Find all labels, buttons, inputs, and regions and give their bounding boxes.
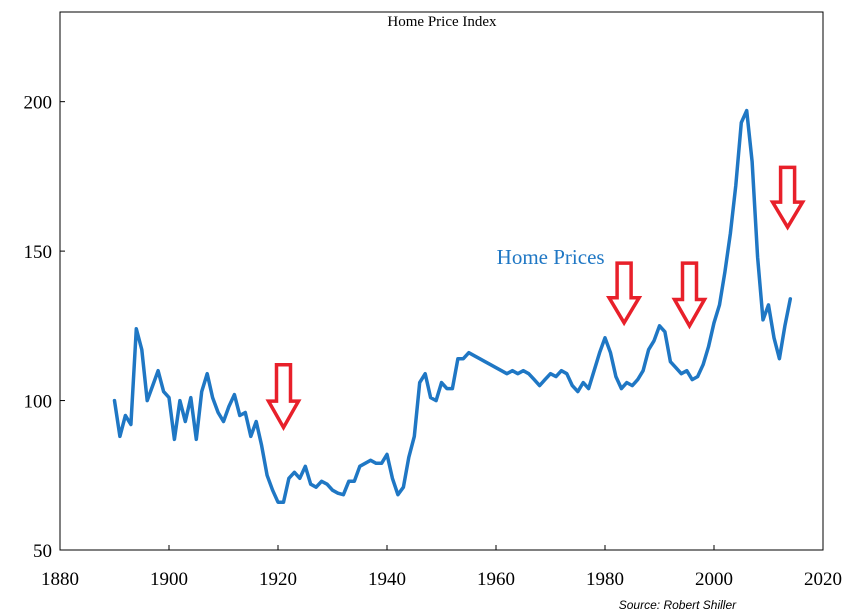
series-label-home-prices: Home Prices: [497, 245, 605, 269]
x-tick-label: 1980: [586, 569, 624, 590]
down-arrows: [265, 165, 806, 432]
x-tick-label: 1900: [150, 569, 188, 590]
down-arrow-icon: [265, 362, 302, 432]
x-tick-label: 1960: [477, 569, 515, 590]
source-label: Source: Robert Shiller: [619, 598, 737, 612]
x-tick-label: 1940: [368, 569, 406, 590]
y-tick-label: 100: [24, 392, 53, 413]
down-arrow-icon: [606, 261, 643, 327]
x-tick-label: 2020: [804, 569, 842, 590]
y-tick-label: 50: [33, 541, 52, 562]
y-tick-label: 200: [24, 93, 53, 114]
x-tick-label: 2000: [695, 569, 733, 590]
x-tick-label: 1920: [259, 569, 297, 590]
x-axis: 1880 1900 1920 1940 1960 1980 2000 2020: [41, 545, 842, 590]
plot-area-frame: [59, 11, 824, 551]
home-prices-line: [112, 108, 793, 504]
chart-title: Home Price Index: [387, 14, 497, 30]
y-axis: 50 100 150 200: [24, 93, 65, 562]
y-tick-label: 150: [24, 242, 53, 263]
x-tick-label: 1880: [41, 569, 79, 590]
down-arrow-icon: [769, 165, 806, 231]
down-arrow-icon: [671, 261, 708, 330]
